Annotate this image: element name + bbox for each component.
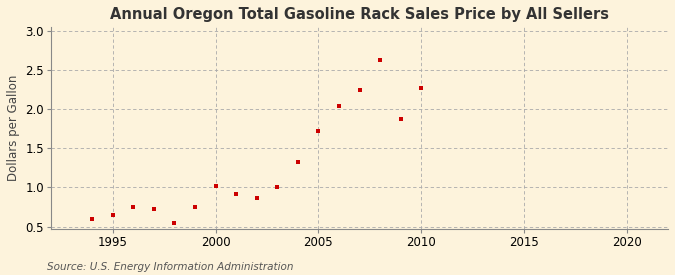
Point — [354, 87, 365, 92]
Point — [333, 104, 344, 108]
Point — [272, 185, 283, 189]
Text: Source: U.S. Energy Information Administration: Source: U.S. Energy Information Administ… — [47, 262, 294, 272]
Point — [396, 117, 406, 121]
Point — [375, 58, 385, 62]
Title: Annual Oregon Total Gasoline Rack Sales Price by All Sellers: Annual Oregon Total Gasoline Rack Sales … — [110, 7, 609, 22]
Point — [313, 129, 324, 133]
Point — [148, 206, 159, 211]
Point — [292, 160, 303, 164]
Point — [251, 196, 262, 200]
Point — [190, 205, 200, 209]
Point — [231, 191, 242, 196]
Point — [128, 205, 139, 209]
Point — [107, 213, 118, 217]
Point — [210, 184, 221, 188]
Point — [87, 216, 98, 221]
Point — [416, 86, 427, 90]
Point — [169, 220, 180, 225]
Y-axis label: Dollars per Gallon: Dollars per Gallon — [7, 75, 20, 181]
